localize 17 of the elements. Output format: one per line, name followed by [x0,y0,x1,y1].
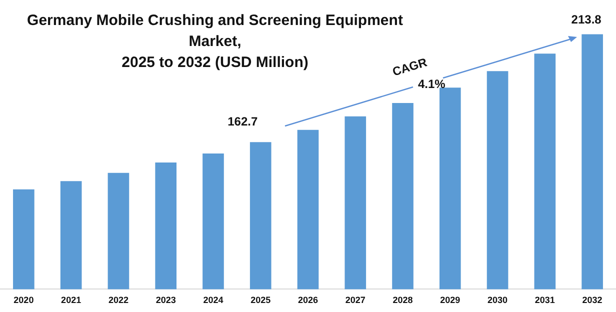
x-tick-label: 2030 [488,295,508,306]
x-tick-label: 2024 [203,295,224,306]
x-tick-label: 2025 [250,295,271,306]
x-tick-label: 2020 [14,295,34,306]
x-tick-label: 2027 [345,295,366,306]
x-tick-label: 2031 [534,295,555,306]
data-label: 213.8 [571,12,602,27]
annotation: CAGR [390,55,429,79]
annotation: 4.1% [418,77,446,91]
x-tick-label: 2023 [156,295,176,306]
x-tick-label: 2021 [61,295,82,306]
x-tick-label: 2022 [108,295,128,306]
x-tick-label: 2028 [392,295,413,306]
x-tick-label: 2026 [298,295,318,306]
x-tick-label: 2029 [440,295,460,306]
data-label: 162.7 [228,114,258,128]
x-tick-label: 2032 [582,295,602,306]
